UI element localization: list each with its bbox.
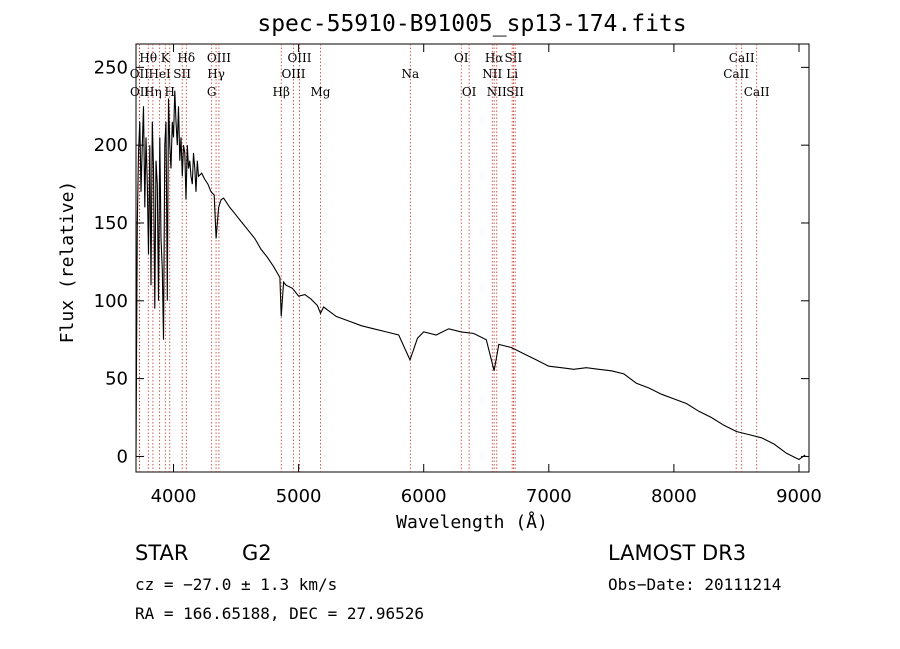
y-axis-label: Flux (relative) [57,181,78,344]
line-marker-label: SII [505,51,523,65]
line-marker-label: CaII [744,85,770,99]
y-tick-label: 100 [94,291,128,312]
line-marker-label: NII [482,67,502,81]
y-tick-label: 250 [94,57,128,78]
line-marker-label: CaII [723,67,749,81]
object-class: STAR [135,541,189,565]
x-axis-label: Wavelength (Å) [396,511,548,533]
obs-date: Obs−Date: 20111214 [608,575,782,594]
coordinates-text: RA = 166.65188, DEC = 27.96526 [135,604,424,623]
line-marker-label: Hη [144,85,162,99]
line-marker-label: Na [402,67,420,81]
x-tick-label: 4000 [151,486,197,507]
line-marker-label: OI [462,85,477,99]
plot-frame [135,43,810,473]
redshift-text: cz = −27.0 ± 1.3 km/s [135,575,338,594]
line-marker-label: Mg [311,85,331,99]
spectrum-line [135,90,806,461]
spectrum-series [135,90,806,461]
line-marker-label: G [207,85,217,99]
axis-ticks: 4000 5000 6000 7000 8000 9000 0 50 100 150 200 250 [94,44,822,507]
line-marker-label: HeI [148,67,171,81]
y-tick-label: 0 [117,446,128,467]
line-marker-label: OIII [207,51,231,65]
x-tick-label: 7000 [526,486,572,507]
x-tick-label: 6000 [401,486,447,507]
line-marker-label: CaII [729,51,755,65]
subclass: G2 [242,541,272,565]
line-marker-label: OI [454,51,469,65]
survey-name: LAMOST DR3 [608,541,747,565]
line-marker-label: Hθ [139,51,157,65]
line-marker-label: OIII [287,51,311,65]
line-marker-label: H [165,85,175,99]
line-marker-label: Li [506,67,518,81]
line-marker-label: Hβ [273,85,290,99]
x-tick-label: 9000 [776,486,822,507]
x-tick-label: 5000 [276,486,322,507]
line-marker-label: NII [487,85,507,99]
y-tick-label: 200 [94,135,128,156]
line-marker-label: OII [130,67,150,81]
line-marker-label: Hδ [177,51,195,65]
x-tick-label: 8000 [651,486,697,507]
y-tick-label: 150 [94,213,128,234]
line-marker-label: K [161,51,171,65]
line-marker-label: Hα [485,51,504,65]
line-marker-label: OII [130,85,150,99]
line-marker-label: SII [173,67,191,81]
line-marker-label: SII [506,85,524,99]
chart-title: spec-55910-B91005_sp13-174.fits [257,11,686,37]
y-tick-label: 50 [105,369,128,390]
line-marker-label: Hγ [207,67,225,81]
line-marker-label: OIII [281,67,305,81]
